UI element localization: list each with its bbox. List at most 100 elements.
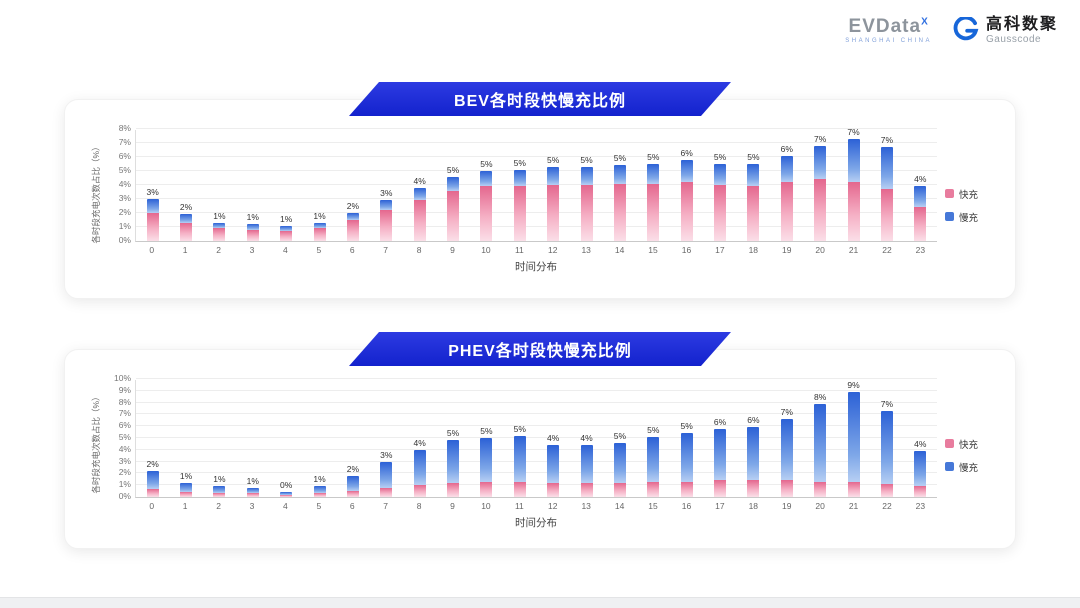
phev-chart: 各时段充电次数占比（%） 0% 1% 2% 3% 4% 5% 6% 7% 8% 9% 10% 2% 1% 1…	[87, 373, 999, 530]
stacked-bar	[480, 171, 493, 241]
fast-charge-segment	[613, 183, 626, 241]
x-tick-label: 11	[514, 501, 524, 511]
evdata-wordmark: EVDataX	[845, 17, 932, 36]
slow-charge-segment	[580, 166, 593, 185]
fast-charge-segment	[380, 210, 393, 241]
bar-slot: 5%	[570, 130, 603, 241]
stacked-bar	[880, 410, 893, 497]
x-tick-label: 17	[715, 245, 725, 255]
bar-slot: 1%	[203, 130, 236, 241]
x-tick-label: 2	[216, 245, 221, 255]
bar-total-label: 2%	[146, 459, 159, 470]
chart-layout: 各时段充电次数占比（%） 0% 1% 2% 3% 4% 5% 6% 7% 8% 3% 2% 1% 1% 1%…	[87, 123, 999, 280]
fast-charge-segment	[146, 488, 159, 497]
gridline	[136, 425, 937, 427]
x-tick-label: 19	[781, 245, 792, 255]
x-tick-label: 15	[648, 245, 658, 255]
x-tick-label: 1	[182, 245, 188, 255]
bar-total-label: 5%	[680, 421, 693, 432]
plot-column: 0% 1% 2% 3% 4% 5% 6% 7% 8% 9% 10% 2% 1% 1% 1% 0% 1% 2% 3% 4…	[105, 373, 937, 530]
bev-chart-panel: 各时段充电次数占比（%） 0% 1% 2% 3% 4% 5% 6% 7% 8% 3% 2% 1% 1% 1%…	[64, 99, 1016, 299]
bar-slot: 6%	[770, 130, 803, 241]
slow-charge-segment	[480, 171, 493, 187]
y-tick-label: 9%	[118, 384, 131, 395]
y-tick-label: 1%	[118, 221, 131, 231]
bar-slot: 7%	[804, 130, 837, 241]
stacked-bar	[380, 461, 393, 497]
fast-charge-segment	[580, 482, 593, 497]
slow-charge-segment	[714, 428, 727, 481]
fast-charge-segment	[914, 207, 927, 241]
stacked-bar	[647, 164, 660, 241]
bar-slot: 1%	[303, 130, 336, 241]
stacked-bar	[780, 155, 793, 241]
slow-charge-segment	[413, 449, 426, 486]
plot-column: 0% 1% 2% 3% 4% 5% 6% 7% 8% 3% 2% 1% 1% 1% 1% 2% 3% 4% 5% 5%…	[105, 123, 937, 280]
plot-area: 0% 1% 2% 3% 4% 5% 6% 7% 8% 3% 2% 1% 1% 1% 1% 2% 3% 4% 5% 5%…	[119, 123, 937, 245]
x-tick-label: 22	[882, 501, 892, 511]
y-axis-title-wrap: 各时段充电次数占比（%）	[87, 380, 105, 530]
evdata-sup: X	[921, 16, 929, 28]
x-axis-title: 时间分布	[515, 517, 557, 529]
fast-charge-segment	[780, 480, 793, 497]
stacked-bar	[680, 159, 693, 241]
bar-total-label: 5%	[480, 426, 493, 436]
bev-title-banner: BEV各时段快慢充比例	[349, 82, 731, 116]
bar-total-label: 5%	[647, 424, 660, 435]
slow-charge-segment	[680, 433, 693, 482]
slow-charge-segment	[480, 438, 493, 482]
bar-slot: 5%	[503, 380, 536, 497]
bar-slot: 5%	[637, 130, 670, 241]
slow-charge-segment	[380, 200, 393, 211]
fast-charge-segment	[480, 186, 493, 241]
bar-total-label: 5%	[480, 159, 493, 169]
fast-charge-segment	[680, 481, 693, 497]
fast-charge-segment	[747, 186, 760, 241]
stacked-bar	[613, 442, 626, 497]
bar-slot: 2%	[336, 380, 369, 497]
bar-slot: 7%	[870, 130, 903, 241]
bar-total-label: 2%	[179, 202, 193, 213]
slow-charge-segment	[146, 471, 159, 489]
bar-total-label: 8%	[814, 391, 827, 402]
stacked-bar	[346, 213, 359, 241]
x-tick-label: 20	[815, 245, 825, 255]
slow-charge-segment	[747, 164, 760, 187]
bar-total-label: 4%	[914, 438, 927, 449]
legend-swatch	[945, 189, 954, 198]
slow-charge-segment	[613, 165, 626, 184]
gridline	[136, 413, 937, 415]
slow-charge-segment	[280, 492, 293, 495]
x-axis-title: 时间分布	[515, 261, 557, 273]
slow-charge-segment	[647, 164, 660, 184]
stacked-bar	[513, 169, 526, 241]
slow-charge-segment	[880, 147, 893, 190]
bar-total-label: 1%	[280, 213, 293, 224]
footer-strip	[0, 597, 1080, 608]
bar-slot: 5%	[603, 130, 636, 241]
bar-slot: 4%	[570, 380, 603, 497]
x-tick-label: 3	[249, 501, 255, 511]
stacked-bar	[180, 214, 193, 241]
x-tick-label: 8	[416, 501, 422, 511]
fast-charge-segment	[613, 482, 626, 497]
stacked-bar	[447, 176, 460, 241]
stacked-bar	[580, 166, 593, 241]
bar-total-label: 1%	[313, 474, 326, 485]
x-tick-label: 21	[848, 245, 859, 255]
bar-total-label: 5%	[613, 430, 627, 441]
x-tick-label: 7	[383, 501, 389, 511]
fast-charge-segment	[213, 228, 226, 241]
y-tick-label: 8%	[118, 396, 131, 407]
bar-total-label: 4%	[580, 433, 593, 444]
gridline	[136, 184, 937, 185]
slow-charge-segment	[447, 440, 460, 483]
x-tick-label: 10	[481, 245, 491, 255]
y-tick-label: 4%	[118, 443, 131, 454]
y-tick-label: 5%	[118, 165, 131, 175]
stacked-bar	[146, 471, 159, 497]
fast-charge-segment	[346, 220, 359, 241]
slow-charge-segment	[780, 155, 793, 183]
y-tick-label: 1%	[118, 479, 131, 490]
y-tick-label: 2%	[118, 207, 131, 217]
